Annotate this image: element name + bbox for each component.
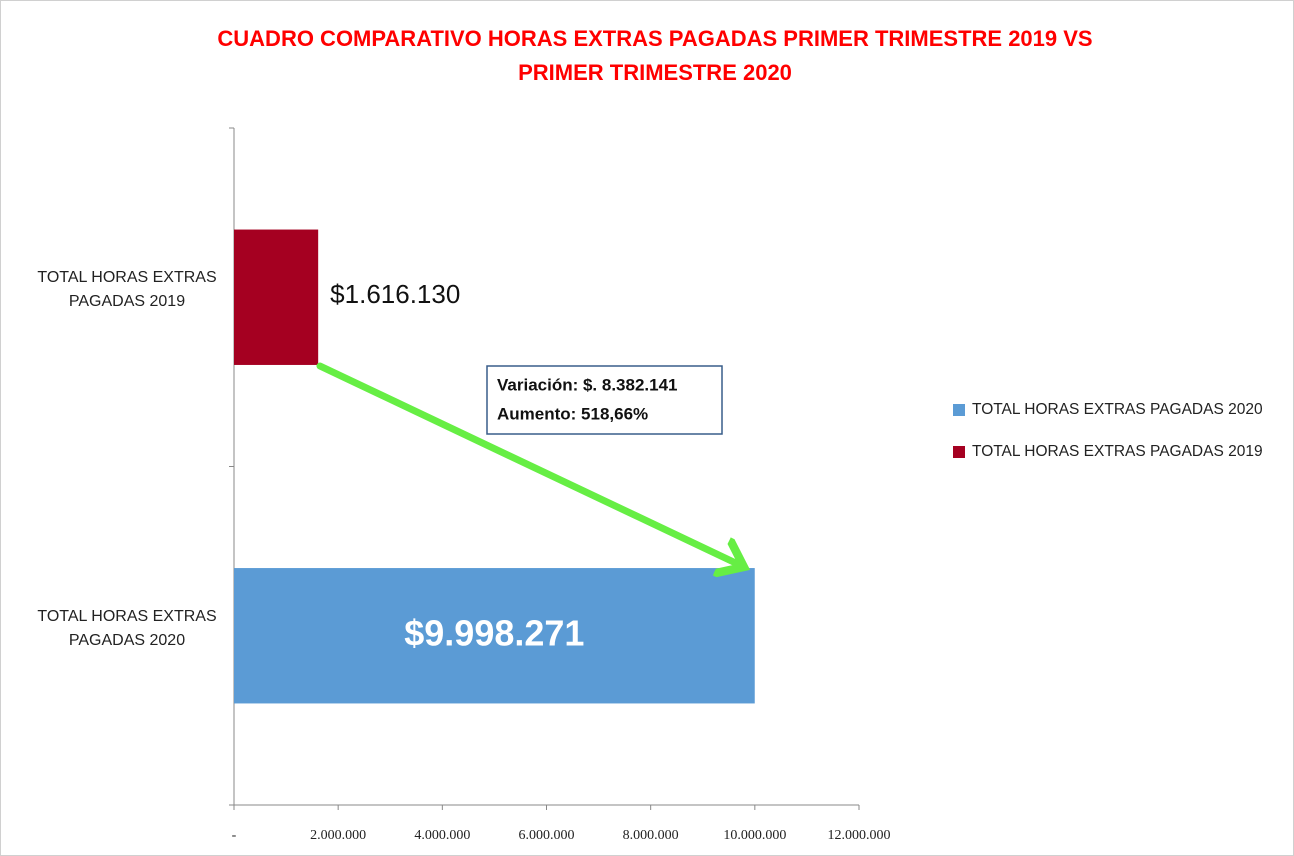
legend-swatch xyxy=(953,446,965,458)
legend-label: TOTAL HORAS EXTRAS PAGADAS 2019 xyxy=(972,443,1263,460)
x-tick-label: 10.000.000 xyxy=(723,828,786,843)
arrow xyxy=(316,362,742,566)
y-tick-label: TOTAL HORAS EXTRAS PAGADAS 2020 xyxy=(37,607,217,649)
x-tick-label: 8.000.000 xyxy=(623,828,679,843)
annotation: Variación: $. 8.382.141 xyxy=(497,375,678,394)
x-tick-label: 2.000.000 xyxy=(310,828,366,843)
x-tick-label: 6.000.000 xyxy=(519,828,575,843)
x-tick-label: 4.000.000 xyxy=(414,828,470,843)
legend-label: TOTAL HORAS EXTRAS PAGADAS 2020 xyxy=(972,401,1263,418)
y-tick-label: TOTAL HORAS EXTRAS PAGADAS 2019 xyxy=(37,269,217,311)
annotation: Aumento: 518,66% xyxy=(497,404,648,423)
x-tick-label: 12.000.000 xyxy=(828,828,891,843)
data-label: $1.616.130 xyxy=(330,279,460,309)
x-tick-label: - xyxy=(232,828,237,843)
annotation-box xyxy=(486,365,723,435)
bar xyxy=(234,229,319,365)
data-label: $9.998.271 xyxy=(404,612,584,653)
chart-title: CUADRO COMPARATIVO HORAS EXTRAS PAGADAS … xyxy=(217,26,1093,85)
legend-swatch xyxy=(953,404,965,416)
bar xyxy=(234,568,755,704)
